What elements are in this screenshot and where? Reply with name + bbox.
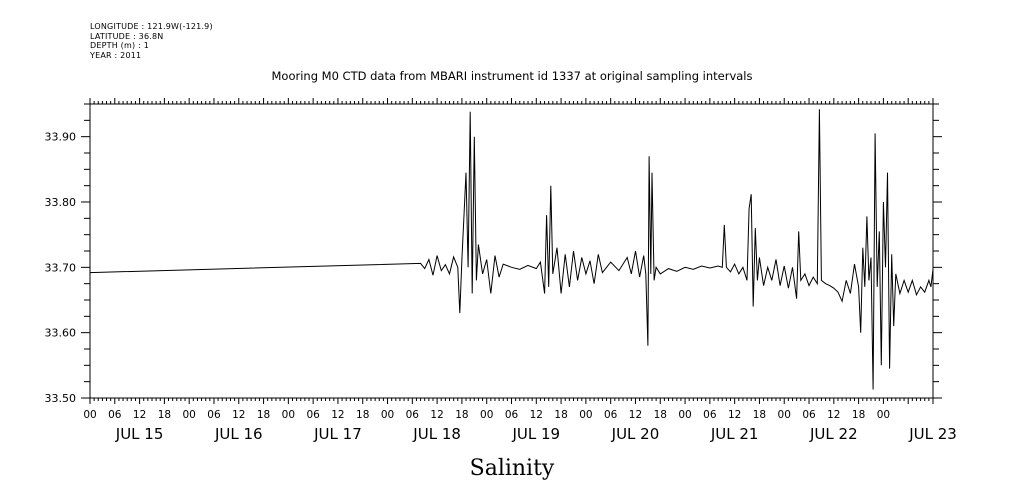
x-tick-label: 12 — [728, 409, 741, 421]
x-tick-label: 12 — [331, 409, 344, 421]
y-tick-label: 33.50 — [45, 392, 77, 405]
y-tick-label: 33.80 — [45, 196, 77, 209]
x-day-label: JUL 19 — [511, 425, 560, 443]
x-tick-label: 18 — [654, 409, 667, 421]
x-day-label: JUL 16 — [214, 425, 263, 443]
axis-labels: 00 06 12 18 00 06 12 18 00 06 12 18 00 06 12 18 00 06 12 18… — [45, 131, 957, 443]
x-tick-label: 00 — [778, 409, 791, 421]
depth-label: DEPTH (m) : 1 — [90, 41, 149, 50]
x-day-label: JUL 21 — [710, 425, 759, 443]
x-tick-label: 00 — [282, 409, 295, 421]
x-tick-label: 18 — [356, 409, 369, 421]
plot-frame — [89, 103, 934, 399]
year-label: YEAR : 2011 — [90, 50, 142, 60]
x-day-label: JUL 17 — [313, 425, 362, 443]
x-day-label: JUL 18 — [412, 425, 461, 443]
salinity-series-line — [89, 109, 934, 390]
x-tick-label: 12 — [232, 409, 245, 421]
x-tick-label: 06 — [108, 409, 122, 421]
x-day-label: JUL 15 — [115, 425, 164, 443]
x-tick-label: 06 — [306, 409, 320, 421]
axis-ticks — [81, 98, 942, 404]
x-axis-label: Salinity — [470, 456, 555, 481]
x-tick-label: 18 — [554, 409, 567, 421]
x-tick-label: 12 — [827, 409, 840, 421]
x-tick-label: 00 — [480, 409, 493, 421]
x-tick-label: 12 — [430, 409, 443, 421]
y-tick-label: 33.90 — [45, 131, 77, 144]
x-tick-label: 00 — [83, 409, 96, 421]
x-tick-label: 18 — [753, 409, 766, 421]
x-tick-label: 06 — [505, 409, 519, 421]
x-tick-label: 06 — [802, 409, 816, 421]
x-tick-label: 00 — [182, 409, 195, 421]
x-tick-label: 00 — [877, 409, 890, 421]
x-tick-label: 12 — [629, 409, 642, 421]
x-tick-label: 00 — [579, 409, 592, 421]
x-tick-label: 12 — [530, 409, 543, 421]
x-day-label: JUL 20 — [611, 425, 660, 443]
x-tick-label: 18 — [158, 409, 171, 421]
series-group — [89, 109, 934, 390]
longitude-label: LONGITUDE : 121.9W(-121.9) — [90, 22, 213, 31]
x-tick-label: 12 — [133, 409, 146, 421]
x-tick-label: 00 — [381, 409, 394, 421]
x-tick-label: 06 — [604, 409, 618, 421]
x-tick-label: 18 — [257, 409, 270, 421]
x-tick-label: 06 — [703, 409, 717, 421]
x-tick-label: 06 — [406, 409, 420, 421]
y-tick-label: 33.70 — [45, 261, 77, 274]
x-day-label: JUL 23 — [908, 425, 957, 443]
x-tick-label: 18 — [455, 409, 468, 421]
latitude-label: LATITUDE : 36.8N — [90, 31, 164, 41]
y-tick-label: 33.60 — [45, 327, 77, 340]
chart-title: Mooring M0 CTD data from MBARI instrumen… — [272, 69, 753, 83]
x-tick-label: 00 — [678, 409, 691, 421]
x-tick-label: 06 — [207, 409, 221, 421]
x-day-label: JUL 22 — [809, 425, 858, 443]
x-tick-label: 18 — [852, 409, 865, 421]
metadata-block: LONGITUDE : 121.9W(-121.9) LATITUDE : 36… — [90, 22, 213, 60]
